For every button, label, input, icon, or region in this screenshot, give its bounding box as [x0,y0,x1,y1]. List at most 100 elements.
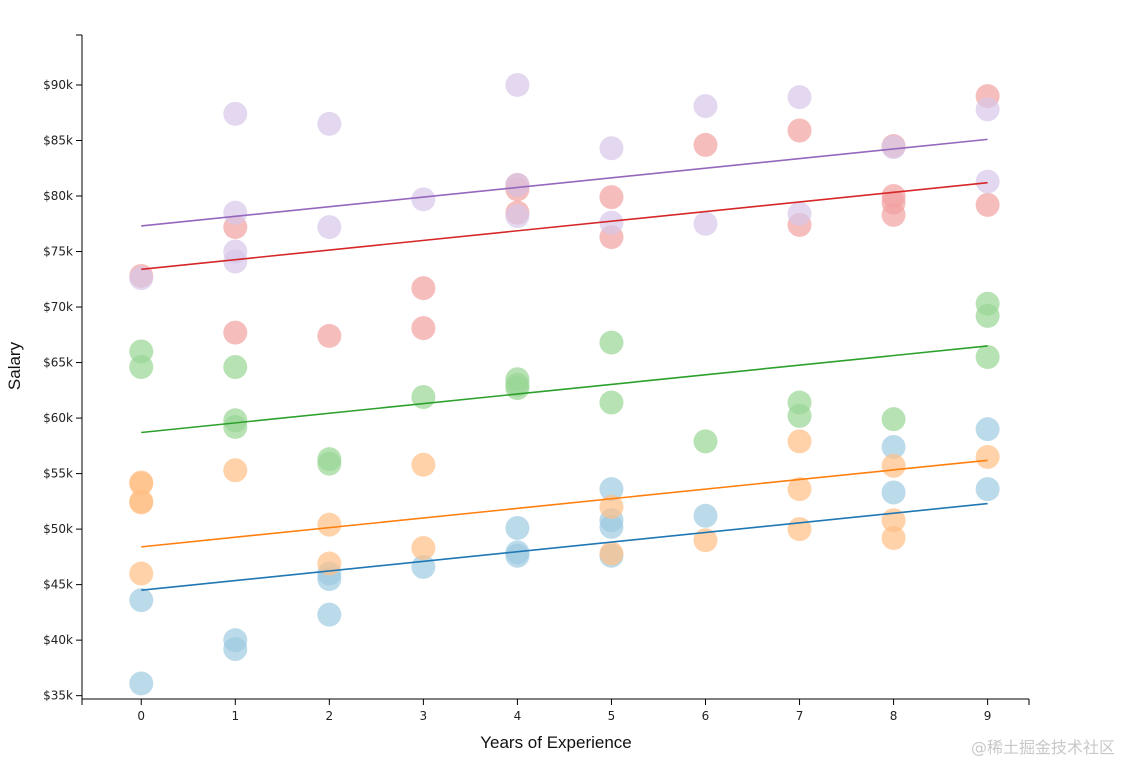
data-point[interactable] [881,407,906,432]
data-point[interactable] [693,211,718,236]
data-point[interactable] [693,429,718,454]
data-point[interactable] [599,494,624,519]
data-point[interactable] [505,172,530,197]
data-point[interactable] [975,169,1000,194]
data-point[interactable] [599,330,624,355]
x-axis-title: Years of Experience [480,733,632,752]
data-point[interactable] [881,480,906,505]
data-point[interactable] [317,111,342,136]
y-tick-label: $80k [43,189,73,203]
data-point[interactable] [599,477,624,502]
data-point[interactable] [787,118,812,143]
x-tick-label: 1 [231,709,239,723]
data-point[interactable] [975,444,1000,469]
data-point[interactable] [599,541,624,566]
data-point[interactable] [975,192,1000,217]
data-point[interactable] [129,671,154,696]
data-point[interactable] [693,503,718,528]
series-points-4 [129,84,1000,348]
y-axis-ticks: $35k $40k $45k $50k $55k $60k $65k $70k $75k $80k… [43,78,82,703]
data-point[interactable] [975,303,1000,328]
data-point[interactable] [223,101,248,126]
data-point[interactable] [129,471,154,496]
watermark: @稀土掘金技术社区 [970,738,1115,757]
data-point[interactable] [129,490,154,515]
data-point[interactable] [129,588,154,613]
trend-line-1 [141,502,988,591]
data-point[interactable] [505,516,530,541]
x-tick-label: 4 [514,709,522,723]
data-point[interactable] [599,514,624,539]
data-point[interactable] [975,477,1000,502]
y-tick-label: $75k [43,245,73,259]
data-point[interactable] [599,185,624,210]
x-tick-label: 3 [420,709,428,723]
data-point[interactable] [317,512,342,537]
axes-layer: $35k $40k $45k $50k $55k $60k $65k $70k $75k $80k… [43,34,1030,723]
data-point[interactable] [223,637,248,662]
data-point[interactable] [599,136,624,161]
series-points-5 [129,72,1000,291]
y-tick-label: $35k [43,689,73,703]
data-point[interactable] [975,345,1000,370]
data-point[interactable] [223,249,248,274]
data-point[interactable] [129,355,154,379]
y-tick-label: $85k [43,133,73,147]
data-point[interactable] [787,403,812,428]
data-point[interactable] [317,602,342,627]
data-point[interactable] [787,429,812,454]
x-tick-label: 5 [608,709,616,723]
y-tick-label: $90k [43,78,73,92]
data-point[interactable] [787,201,812,226]
data-point[interactable] [505,203,530,228]
y-tick-label: $40k [43,633,73,647]
data-point[interactable] [787,85,812,110]
data-point[interactable] [881,202,906,227]
data-point[interactable] [411,276,436,301]
data-point[interactable] [223,414,248,439]
x-tick-label: 0 [137,709,145,723]
data-point[interactable] [223,458,248,483]
data-point[interactable] [411,187,436,212]
y-tick-label: $55k [43,467,73,481]
x-axis-ticks: 0 1 2 3 4 5 6 7 8 9 [137,699,991,723]
data-point[interactable] [693,528,718,553]
y-tick-label: $50k [43,522,73,536]
data-point[interactable] [975,97,1000,122]
data-point[interactable] [505,72,530,97]
trend-lines-layer [141,138,988,591]
data-point[interactable] [599,390,624,415]
data-point[interactable] [881,135,906,160]
y-tick-label: $60k [43,411,73,425]
data-point[interactable] [505,543,530,568]
data-point[interactable] [223,355,248,379]
data-point[interactable] [881,453,906,478]
series-points-1 [129,417,1000,696]
data-point[interactable] [411,316,436,341]
data-point[interactable] [317,215,342,240]
x-tick-label: 9 [984,709,992,723]
points-layer [129,72,1000,696]
data-point[interactable] [881,525,906,550]
data-point[interactable] [223,320,248,345]
data-point[interactable] [129,561,154,586]
data-point[interactable] [505,376,530,401]
data-point[interactable] [881,434,906,459]
data-point[interactable] [129,266,154,291]
data-point[interactable] [599,210,624,235]
data-point[interactable] [693,94,718,119]
x-tick-label: 7 [796,709,804,723]
data-point[interactable] [317,451,342,476]
data-point[interactable] [317,323,342,348]
data-point[interactable] [223,200,248,225]
data-point[interactable] [411,535,436,560]
data-point[interactable] [411,384,436,409]
data-point[interactable] [787,477,812,502]
data-point[interactable] [787,517,812,542]
data-point[interactable] [975,417,1000,442]
data-point[interactable] [693,132,718,157]
data-point[interactable] [411,452,436,477]
series-points-2 [129,429,1000,586]
x-tick-label: 8 [890,709,898,723]
